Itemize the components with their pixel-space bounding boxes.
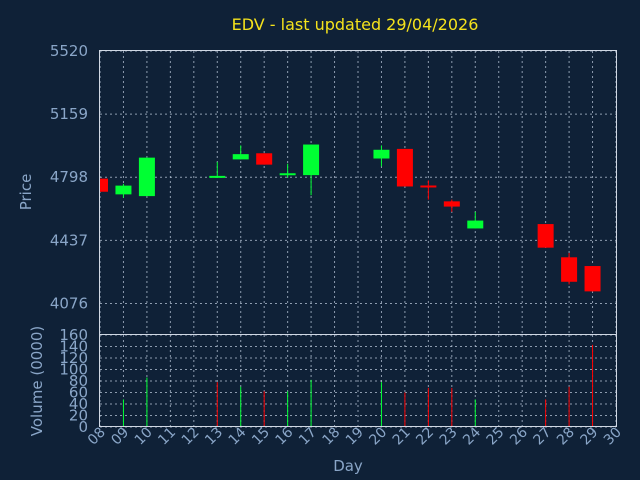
- x-tick-label: 14: [226, 424, 250, 448]
- volume-grid: [99, 334, 617, 428]
- price-tick-label: 4076: [50, 294, 88, 312]
- x-tick-label: 20: [366, 425, 390, 449]
- x-tick-label: 13: [202, 425, 226, 449]
- candle: [115, 183, 132, 198]
- x-tick-label: 24: [460, 424, 484, 448]
- chart-title: EDV - last updated 29/04/2026: [232, 15, 479, 34]
- x-tick-label: 16: [273, 424, 297, 448]
- x-tick-label: 15: [249, 425, 273, 449]
- candle: [420, 180, 437, 200]
- candle: [467, 211, 484, 229]
- x-tick-label: 22: [413, 425, 437, 449]
- x-tick-label: 18: [319, 425, 343, 449]
- day-axis-ticks: 08 09 10 11 12 13 14 15 16 17 18 19 20 21 22 23 24 25 26 27…: [85, 424, 625, 448]
- price-tick-label: 5159: [50, 105, 88, 123]
- x-tick-label: 29: [577, 425, 601, 449]
- candle-body: [232, 154, 249, 160]
- candle-body: [279, 173, 296, 176]
- x-axis-label: Day: [333, 457, 363, 475]
- candle: [537, 224, 554, 248]
- candle-body: [115, 185, 132, 195]
- candle: [443, 199, 460, 212]
- x-tick-label: 19: [343, 425, 367, 449]
- x-tick-label: 09: [108, 425, 132, 449]
- x-tick-label: 17: [296, 425, 320, 449]
- candle: [279, 163, 296, 178]
- x-tick-label: 12: [179, 425, 203, 449]
- price-axis-label: Price: [17, 174, 35, 211]
- candle-body: [303, 144, 320, 176]
- candle: [561, 252, 578, 285]
- x-tick-label: 27: [531, 425, 555, 449]
- candle: [99, 178, 108, 192]
- price-tick-label: 4798: [50, 168, 88, 186]
- price-grid: [99, 50, 617, 335]
- x-tick-label: 28: [554, 425, 578, 449]
- volume-axis-label: Volume (0000): [28, 326, 46, 436]
- candle-body: [420, 185, 437, 188]
- candle: [584, 266, 601, 292]
- volume-series: [122, 344, 594, 427]
- candle: [396, 148, 413, 187]
- volume-tick-label: 40: [69, 395, 88, 413]
- price-tick-label: 5520: [50, 42, 88, 60]
- volume-panel-frame: [99, 334, 617, 427]
- volume-tick-label: 120: [59, 349, 88, 367]
- candle-body: [467, 220, 484, 229]
- x-tick-label: 10: [132, 425, 156, 449]
- candle-body: [561, 257, 578, 282]
- volume-tick-label: 80: [69, 372, 88, 390]
- candlestick-series: [99, 144, 601, 292]
- volume-tick-label: 100: [59, 361, 88, 379]
- x-tick-label: 26: [507, 424, 531, 448]
- candle: [373, 145, 390, 167]
- volume-tick-label: 60: [69, 384, 88, 402]
- x-tick-label: 11: [155, 425, 179, 449]
- volume-tick-label: 20: [69, 407, 88, 425]
- candle-body: [584, 266, 601, 292]
- x-tick-label: 30: [601, 425, 625, 449]
- volume-tick-label: 0: [78, 418, 88, 436]
- volume-tick-label: 160: [59, 326, 88, 344]
- candle-body: [209, 175, 226, 178]
- candle-body: [537, 224, 554, 248]
- candle-body: [396, 148, 413, 187]
- price-axis-ticks: 5520 5159 4798 4437 4076: [50, 42, 88, 312]
- x-tick-label: 21: [390, 425, 414, 449]
- x-tick-label: 08: [85, 425, 109, 449]
- candle: [256, 153, 273, 165]
- candle-body: [100, 178, 108, 192]
- candle: [232, 145, 249, 160]
- candle-body: [256, 153, 273, 165]
- volume-tick-label: 140: [59, 338, 88, 356]
- candle: [303, 144, 320, 196]
- candle: [138, 157, 155, 197]
- candle-body: [443, 201, 460, 207]
- x-tick-label: 23: [437, 425, 461, 449]
- price-tick-label: 4437: [50, 231, 88, 249]
- x-tick-label: 25: [484, 425, 508, 449]
- candle-body: [373, 149, 390, 159]
- candle: [209, 162, 226, 178]
- candle-body: [138, 157, 155, 197]
